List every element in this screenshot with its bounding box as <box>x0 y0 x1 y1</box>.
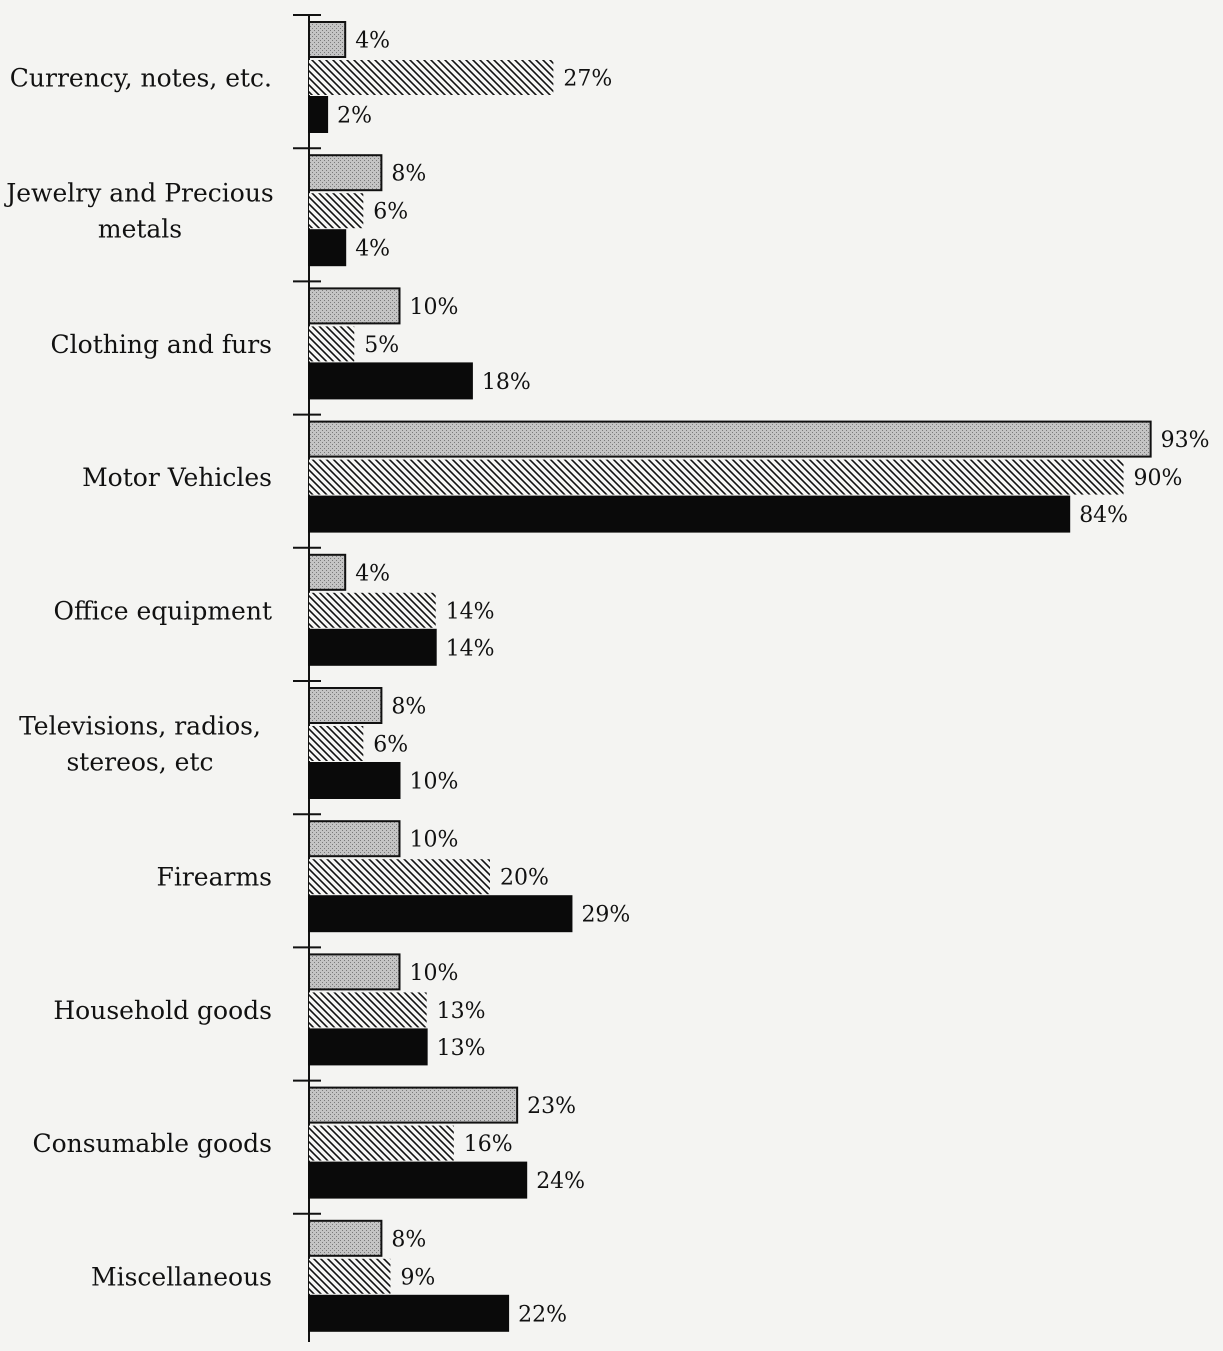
value-label: 90% <box>1134 466 1183 491</box>
category-label: Currency, notes, etc. <box>10 64 272 93</box>
value-label: 10% <box>410 961 459 986</box>
bar-solid <box>308 895 573 933</box>
value-label: 23% <box>527 1094 576 1119</box>
category-label: Household goods <box>53 996 272 1025</box>
bar-stippled <box>308 154 383 192</box>
bar-solid <box>308 1028 428 1066</box>
bar-hatched <box>309 992 427 1028</box>
value-label: 14% <box>446 599 495 624</box>
bar-hatched <box>309 193 364 229</box>
value-label: 6% <box>373 200 408 225</box>
value-label: 13% <box>437 999 486 1024</box>
bar-hatched <box>309 459 1124 495</box>
bar-stippled <box>308 420 1152 458</box>
bar-solid <box>308 362 473 400</box>
value-label: 10% <box>410 295 459 320</box>
bar-stippled <box>308 553 347 591</box>
category-label-line: Consumable goods <box>32 1129 272 1158</box>
value-label: 2% <box>337 104 372 129</box>
category-label-line: Clothing and furs <box>51 330 272 359</box>
value-label: 5% <box>364 333 399 358</box>
value-label: 4% <box>355 29 390 54</box>
bar-hatched <box>309 859 490 895</box>
value-label: 93% <box>1161 428 1210 453</box>
value-label: 10% <box>410 770 459 795</box>
category-label: Consumable goods <box>32 1129 272 1158</box>
category-label-line: Televisions, radios, <box>19 712 261 741</box>
bar-hatched <box>309 326 355 362</box>
category-label: Clothing and furs <box>51 330 272 359</box>
category-label-line: Miscellaneous <box>91 1262 272 1291</box>
label-layer: Currency, notes, etc. 4% 27% 2% Jewelry and … <box>3 29 1209 1328</box>
category-label: Televisions, radios, stereos, etc <box>19 712 261 777</box>
category-label: Motor Vehicles <box>82 463 272 492</box>
category-label-line: Jewelry and Precious <box>3 179 274 208</box>
value-label: 8% <box>391 1227 426 1252</box>
category-label: Firearms <box>157 863 272 892</box>
bar-stippled <box>308 1086 519 1124</box>
value-label: 10% <box>410 828 459 853</box>
value-label: 4% <box>355 237 390 262</box>
value-label: 22% <box>518 1302 567 1327</box>
value-label: 6% <box>373 733 408 758</box>
category-label-line: Office equipment <box>53 596 272 625</box>
bar-solid <box>308 628 437 666</box>
bar-stippled <box>308 21 347 58</box>
category-label: Jewelry and Precious metals <box>3 179 274 244</box>
bar-stippled <box>308 1219 383 1257</box>
bar-stippled <box>308 820 401 858</box>
value-label: 84% <box>1079 503 1128 528</box>
value-label: 27% <box>563 67 612 92</box>
bar-solid <box>308 1294 510 1332</box>
category-label-line: Motor Vehicles <box>82 463 272 492</box>
bar-hatched <box>309 1125 454 1161</box>
bar-layer <box>308 21 1152 1332</box>
value-label: 8% <box>391 695 426 720</box>
value-label: 4% <box>355 561 390 586</box>
value-label: 16% <box>464 1132 513 1157</box>
value-label: 8% <box>391 162 426 187</box>
value-label: 18% <box>482 370 531 395</box>
category-label-line: metals <box>98 215 182 244</box>
bar-hatched <box>309 60 554 95</box>
bar-stippled <box>308 687 383 724</box>
bar-solid <box>308 96 329 133</box>
category-label-line: stereos, etc <box>66 748 213 777</box>
bar-hatched <box>309 1258 391 1294</box>
bar-hatched <box>309 592 436 628</box>
bar-stippled <box>308 287 401 325</box>
bar-hatched <box>309 726 364 761</box>
value-label: 24% <box>536 1169 585 1194</box>
category-label-line: Currency, notes, etc. <box>10 64 272 93</box>
category-label-line: Firearms <box>157 863 272 892</box>
value-label: 20% <box>500 866 549 891</box>
category-label: Miscellaneous <box>91 1262 272 1291</box>
value-label: 29% <box>581 903 630 928</box>
bar-solid <box>308 229 347 267</box>
value-label: 13% <box>437 1036 486 1061</box>
value-label: 14% <box>446 636 495 661</box>
bar-solid <box>308 762 401 799</box>
value-label: 9% <box>400 1265 435 1290</box>
category-label: Office equipment <box>53 596 272 625</box>
bar-solid <box>308 495 1071 533</box>
category-label-line: Household goods <box>53 996 272 1025</box>
bar-stippled <box>308 953 401 991</box>
bar-solid <box>308 1161 528 1199</box>
